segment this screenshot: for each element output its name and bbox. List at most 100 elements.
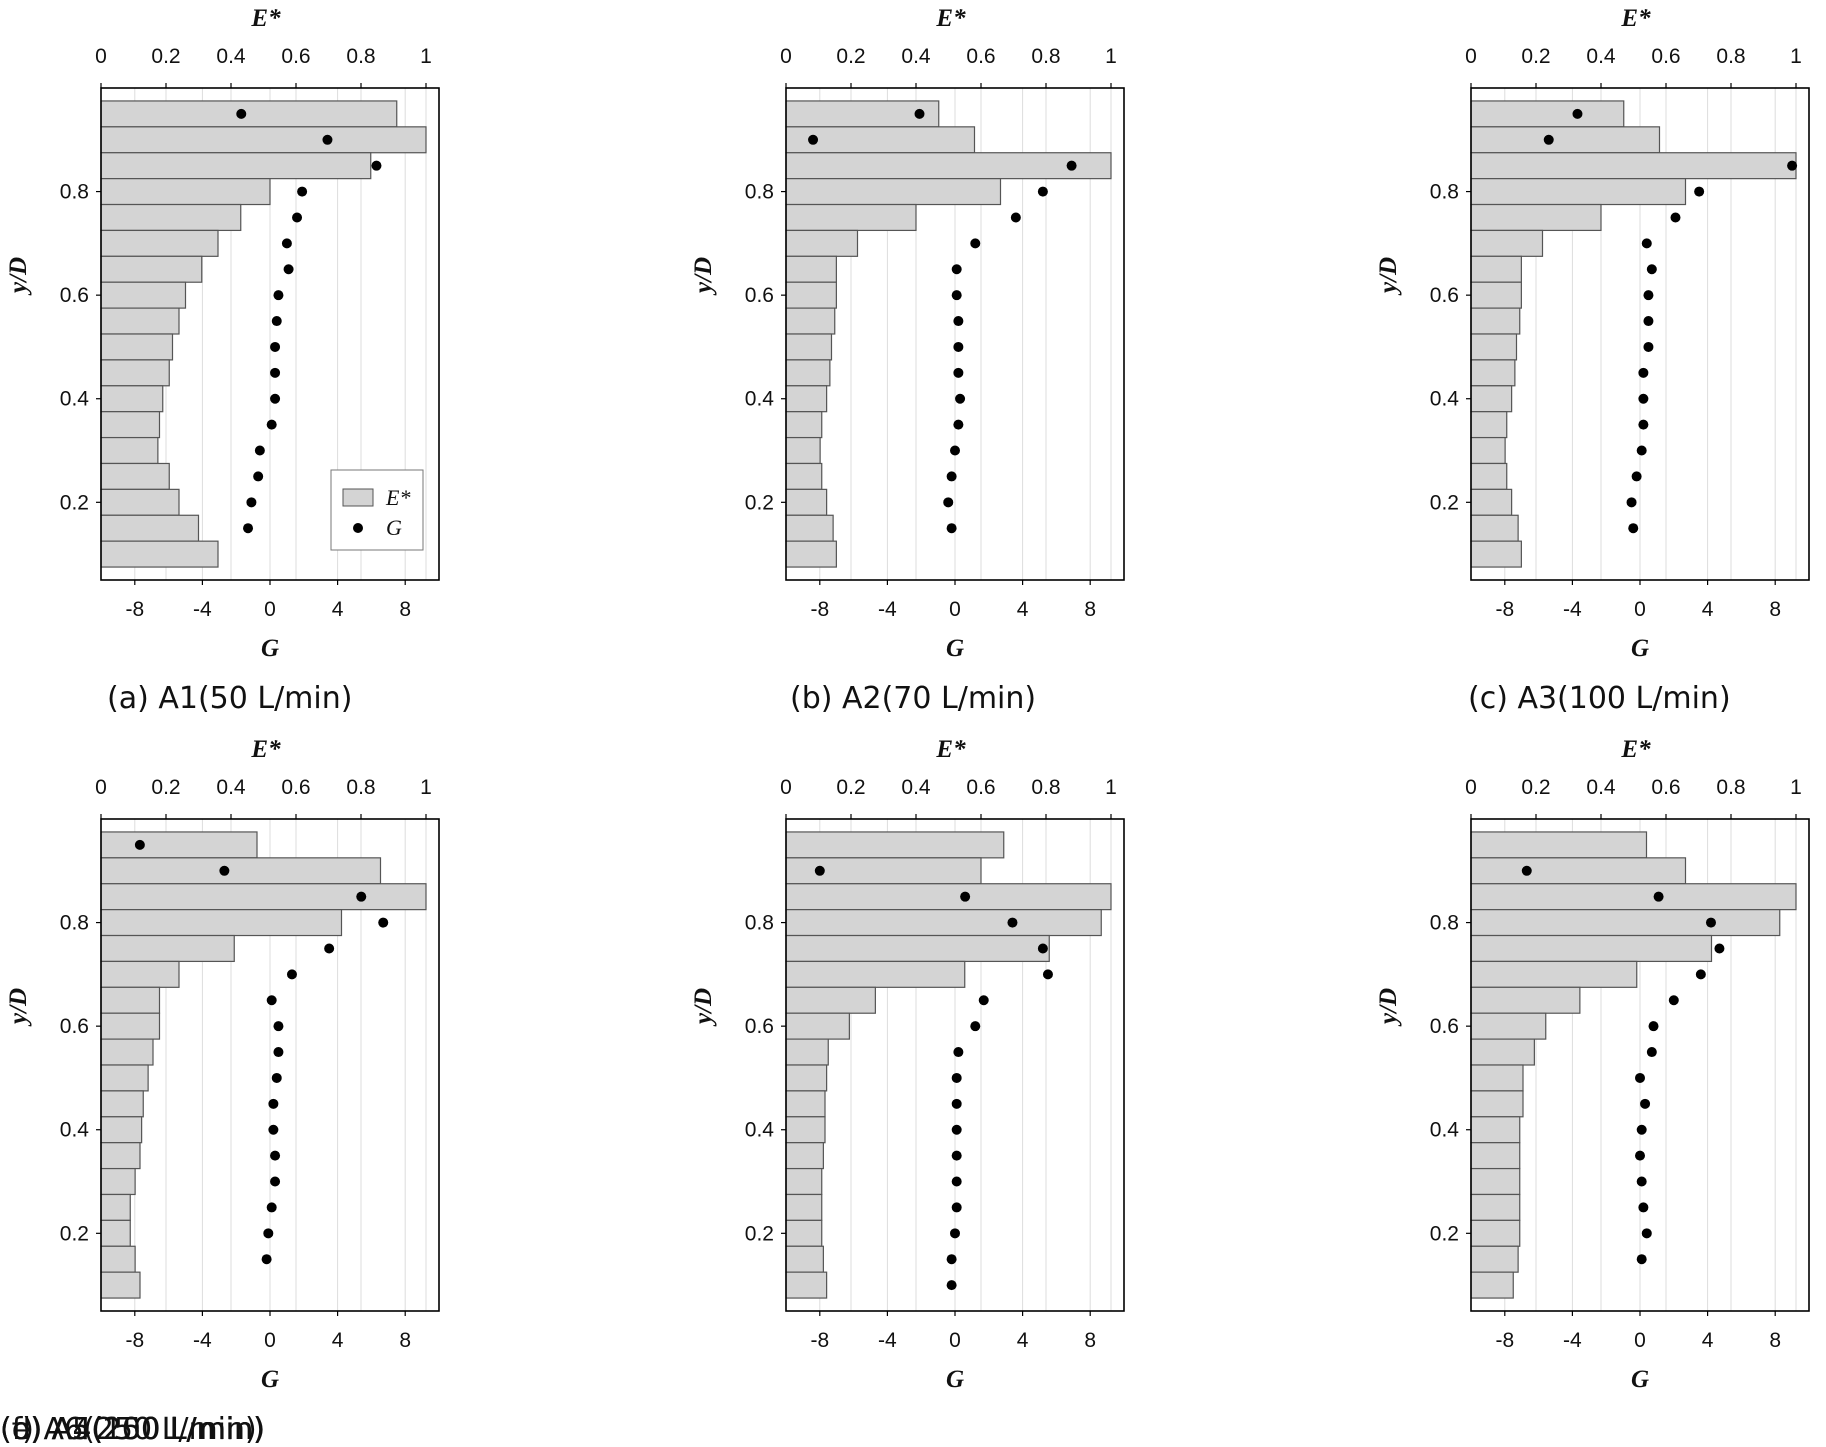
bottom-tick-label: 8 (1084, 598, 1096, 621)
e-bar (1470, 1116, 1521, 1144)
e-bar (100, 359, 170, 387)
g-point (1635, 1072, 1645, 1083)
e-bar (785, 436, 821, 465)
top-tick-label: 0.2 (1521, 45, 1550, 68)
g-point (297, 186, 308, 197)
e-bar (100, 1012, 161, 1040)
top-tick-label: 0.4 (901, 45, 931, 68)
e-bar (785, 1090, 826, 1118)
g-point (1705, 917, 1716, 928)
left-tick-label: 0.4 (60, 1119, 90, 1142)
e-bar (1470, 934, 1713, 963)
bottom-tick-label: -4 (193, 598, 212, 621)
e-bar (100, 488, 180, 516)
bottom-axis-title: G (946, 1366, 964, 1393)
e-bar (1470, 1245, 1519, 1273)
top-tick-label: 0 (95, 45, 107, 68)
top-tick-label: 1 (1790, 45, 1802, 68)
top-tick-label: 0.4 (1586, 776, 1616, 799)
bottom-tick-label: 4 (332, 598, 344, 621)
e-bar (1470, 281, 1522, 309)
g-point (960, 891, 971, 902)
e-bar (785, 333, 833, 361)
e-bar (100, 333, 174, 361)
bottom-axis-title: G (261, 1366, 279, 1393)
e-bar (785, 514, 834, 542)
top-tick-label: 0 (1465, 776, 1477, 799)
e-bar (785, 488, 828, 516)
left-axis-title: y/D (690, 257, 717, 296)
legend: E* G (330, 469, 424, 551)
top-tick-label: 0 (95, 776, 107, 799)
e-bar (100, 126, 427, 154)
e-bar (1470, 831, 1648, 859)
left-tick-label: 0.8 (60, 912, 89, 935)
top-axis-title: E* (1620, 5, 1651, 32)
g-point (324, 943, 335, 954)
e-bar (1470, 255, 1522, 283)
g-point (1643, 290, 1654, 301)
e-bar (785, 540, 837, 568)
left-tick-label: 0.4 (745, 1119, 775, 1142)
e-bar (100, 462, 170, 490)
e-bar (1470, 1038, 1535, 1066)
g-point (253, 471, 264, 482)
g-point (322, 134, 333, 145)
g-point (266, 995, 277, 1006)
g-point (953, 419, 964, 430)
g-point (1636, 1254, 1647, 1265)
left-axis-title: y/D (5, 988, 32, 1027)
g-point (1640, 1098, 1651, 1109)
panel-2: 0 0.2 0.4 0.6 0.8 1 E* -8 -4 0 4 8 G 0.2 0.4 0.6 0.8 y/D (… (1375, 5, 1810, 716)
e-bar (785, 411, 823, 439)
g-point (273, 290, 284, 301)
e-bar (785, 1064, 828, 1092)
e-bar (1470, 1271, 1514, 1299)
bottom-tick-label: 4 (332, 1329, 344, 1352)
g-point (1042, 969, 1053, 980)
e-bar (100, 152, 372, 180)
bottom-axis-title: G (261, 635, 279, 662)
bottom-axis-title: G (946, 635, 964, 662)
e-bar (100, 857, 382, 885)
e-bar (1470, 126, 1661, 154)
e-bar (1470, 178, 1687, 206)
bottom-tick-label: 8 (1769, 598, 1781, 621)
g-point (268, 1124, 279, 1135)
g-point (286, 969, 297, 980)
legend-box (330, 469, 424, 551)
top-tick-label: 1 (420, 45, 432, 68)
e-bar (100, 1116, 143, 1144)
panel-0: 0 0.2 0.4 0.6 0.8 1 E* -8 -4 0 4 8 G 0.2 0.4 0.6 0.8 y/D (… (5, 5, 440, 716)
e-bar (1470, 986, 1581, 1014)
e-bar (1470, 909, 1781, 937)
bottom-tick-label: 0 (264, 1329, 276, 1352)
e-bar (1470, 203, 1602, 232)
top-tick-label: 0.8 (1716, 45, 1745, 68)
g-point (270, 1176, 281, 1187)
left-tick-label: 0.6 (1430, 1015, 1459, 1038)
g-point (1635, 1150, 1645, 1161)
g-point (1626, 497, 1637, 508)
e-bar (100, 883, 427, 911)
e-bar (100, 1090, 144, 1118)
g-point (953, 316, 964, 327)
bottom-tick-label: -4 (1563, 1329, 1582, 1352)
e-bar (785, 1142, 824, 1170)
top-tick-label: 0.6 (1651, 776, 1680, 799)
e-bar (100, 909, 343, 937)
e-bar (1470, 540, 1522, 568)
top-tick-label: 1 (1790, 776, 1802, 799)
g-point (1636, 445, 1647, 456)
top-tick-label: 0 (780, 776, 792, 799)
bottom-tick-label: 8 (1769, 1329, 1781, 1352)
e-bar (1470, 1012, 1547, 1040)
g-point (271, 1072, 282, 1083)
panel-5: 0 0.2 0.4 0.6 0.8 1 E* -8 -4 0 4 8 G 0.2 0.4 0.6 0.8 y/D (… (0, 736, 1810, 1447)
g-point (356, 891, 367, 902)
top-axis-title: E* (250, 736, 281, 763)
g-point (273, 1021, 284, 1032)
g-point (1641, 1228, 1652, 1239)
e-bar (100, 540, 219, 568)
e-bar (100, 514, 200, 542)
